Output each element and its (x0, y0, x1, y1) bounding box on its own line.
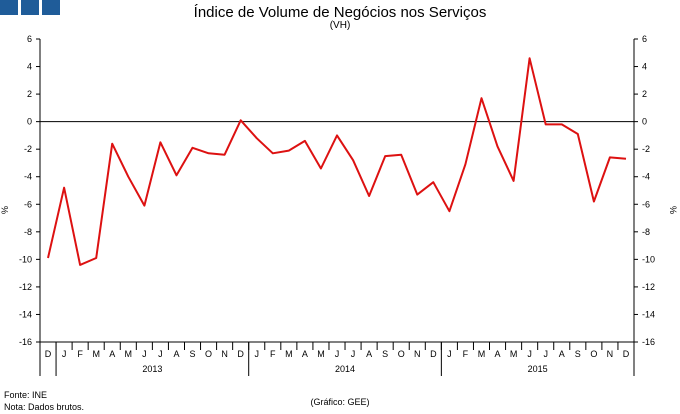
x-tick-label: A (366, 349, 372, 359)
logo-square (21, 0, 39, 15)
logo (0, 0, 60, 15)
x-tick-label: J (527, 349, 532, 359)
x-tick-label: S (190, 349, 196, 359)
x-tick-label: J (447, 349, 452, 359)
y-tick-label-right: -12 (642, 282, 655, 292)
y-tick-label-left: -2 (24, 144, 32, 154)
data-note: Nota: Dados brutos. (4, 402, 85, 412)
x-tick-label: F (463, 349, 469, 359)
y-tick-label-right: -16 (642, 337, 655, 347)
x-tick-label: S (382, 349, 388, 359)
y-tick-label-right: 4 (642, 62, 647, 72)
y-tick-label-left: -10 (19, 254, 32, 264)
x-tick-label: F (270, 349, 276, 359)
y-tick-label-right: -2 (642, 144, 650, 154)
x-tick-label: M (510, 349, 518, 359)
y-tick-label-right: 6 (642, 34, 647, 44)
x-tick-label: M (285, 349, 293, 359)
x-tick-label: F (77, 349, 83, 359)
chart-credit: (Gráfico: GEE) (310, 397, 370, 407)
x-tick-label: O (205, 349, 212, 359)
x-tick-label: N (221, 349, 228, 359)
y-tick-label-right: 0 (642, 117, 647, 127)
series-line (47, 57, 627, 266)
x-tick-label: M (317, 349, 325, 359)
x-tick-label: N (607, 349, 614, 359)
x-tick-label: J (351, 349, 356, 359)
y-axis-label-left: % (0, 206, 10, 214)
y-tick-label-left: 0 (27, 117, 32, 127)
y-tick-label-right: -6 (642, 199, 650, 209)
logo-square (42, 0, 60, 15)
y-tick-label-left: 2 (27, 89, 32, 99)
x-tick-label: D (623, 349, 630, 359)
year-label: 2013 (142, 364, 162, 374)
x-tick-label: J (543, 349, 548, 359)
x-tick-label: J (254, 349, 259, 359)
y-tick-label-right: 2 (642, 89, 647, 99)
logo-square (0, 0, 18, 15)
y-tick-label-left: -12 (19, 282, 32, 292)
y-tick-label-left: 6 (27, 34, 32, 44)
chart-subtitle: (VH) (329, 20, 351, 31)
x-tick-label: A (173, 349, 179, 359)
x-tick-label: D (430, 349, 437, 359)
x-tick-label: O (590, 349, 597, 359)
y-tick-label-left: 4 (27, 62, 32, 72)
x-tick-label: J (335, 349, 340, 359)
y-tick-label-left: -16 (19, 337, 32, 347)
year-label: 2015 (528, 364, 548, 374)
x-tick-label: J (62, 349, 67, 359)
source-note: Fonte: INE (4, 390, 48, 400)
y-tick-label-right: -10 (642, 254, 655, 264)
x-tick-label: N (414, 349, 421, 359)
x-tick-label: A (302, 349, 308, 359)
y-tick-label-left: -14 (19, 309, 32, 319)
year-label: 2014 (335, 364, 355, 374)
x-tick-label: O (398, 349, 405, 359)
y-tick-label-right: -14 (642, 309, 655, 319)
x-tick-label: M (92, 349, 100, 359)
x-tick-label: J (142, 349, 147, 359)
x-tick-label: S (575, 349, 581, 359)
x-tick-label: A (559, 349, 565, 359)
chart-title: Índice de Volume de Negócios nos Serviço… (193, 4, 487, 21)
y-tick-label-left: -8 (24, 227, 32, 237)
y-tick-label-right: -8 (642, 227, 650, 237)
x-tick-label: M (125, 349, 133, 359)
x-tick-label: D (237, 349, 244, 359)
y-tick-label-right: -4 (642, 172, 650, 182)
y-tick-label-left: -6 (24, 199, 32, 209)
x-tick-label: A (109, 349, 115, 359)
x-tick-label: D (45, 349, 52, 359)
y-tick-label-left: -4 (24, 172, 32, 182)
x-tick-label: M (478, 349, 486, 359)
y-axis-label-right: % (668, 206, 678, 214)
x-tick-label: A (495, 349, 501, 359)
x-tick-label: J (158, 349, 163, 359)
